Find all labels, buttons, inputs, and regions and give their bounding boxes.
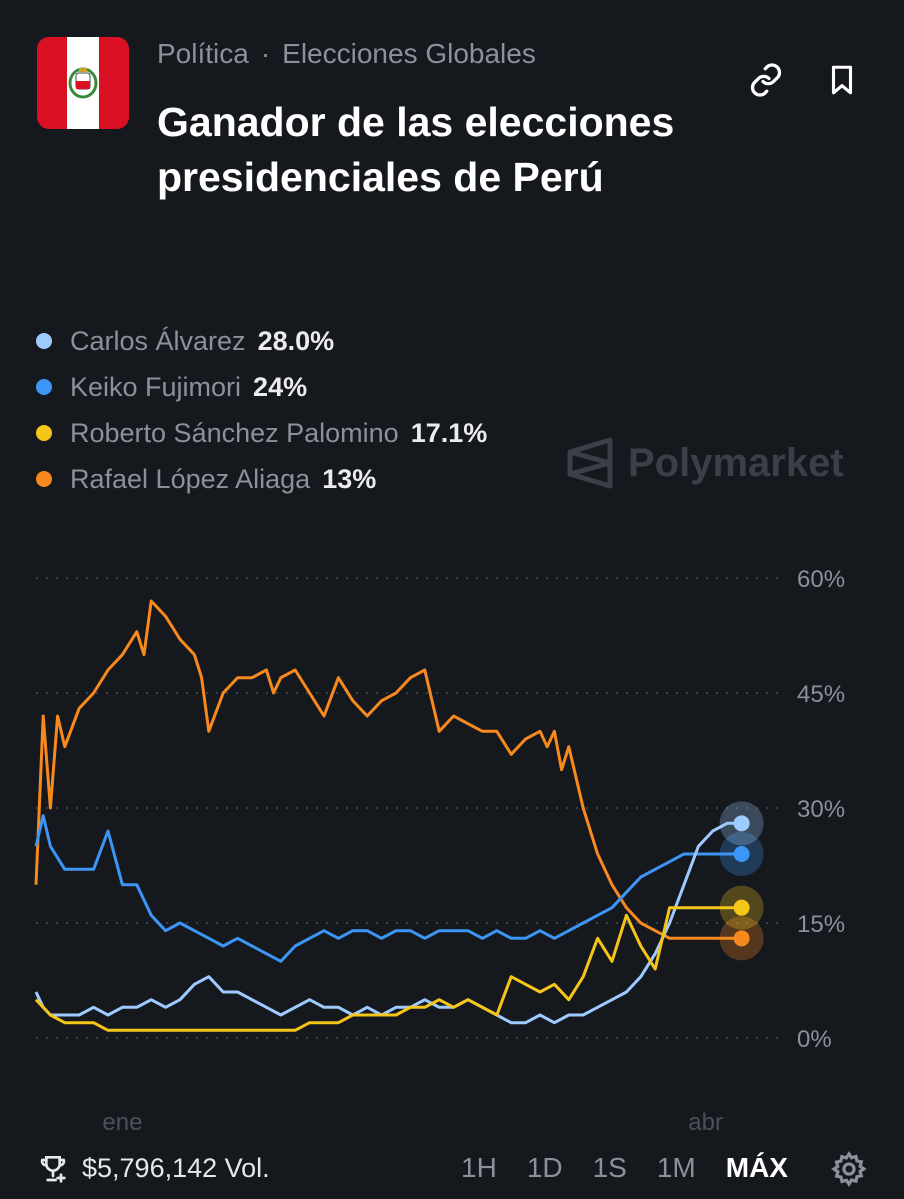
price-history-chart[interactable]: 60% 45% 30% 15% 0% ene abr bbox=[0, 555, 904, 1145]
range-max[interactable]: MÁX bbox=[725, 1152, 788, 1183]
legend-item-rafael-lopez[interactable]: Rafael López Aliaga 13% bbox=[36, 456, 487, 502]
copy-link-button[interactable] bbox=[744, 58, 788, 102]
chart-footer: $5,796,142 Vol. 1H 1D 1S 1M MÁX bbox=[36, 1146, 868, 1190]
polymarket-watermark: Polymarket bbox=[566, 436, 844, 490]
y-tick-label: 60% bbox=[797, 566, 845, 593]
x-tick-label: ene bbox=[102, 1109, 142, 1136]
series-end-point bbox=[733, 815, 750, 832]
peru-flag-logo bbox=[37, 37, 129, 129]
legend-item-keiko-fujimori[interactable]: Keiko Fujimori 24% bbox=[36, 364, 487, 410]
page-title: Ganador de las elecciones presidenciales… bbox=[157, 99, 675, 200]
range-1s[interactable]: 1S bbox=[592, 1152, 627, 1183]
series-line bbox=[34, 906, 742, 1032]
x-tick-label: abr bbox=[688, 1109, 723, 1136]
range-1m[interactable]: 1M bbox=[656, 1152, 696, 1183]
breadcrumb-subcategory[interactable]: Elecciones Globales bbox=[282, 38, 536, 69]
volume-text: $5,796,142 Vol. bbox=[82, 1152, 270, 1183]
chart-settings-button[interactable] bbox=[830, 1150, 868, 1193]
legend-dot bbox=[36, 425, 52, 441]
y-tick-label: 15% bbox=[797, 911, 845, 938]
polymarket-logo-icon bbox=[567, 437, 613, 489]
legend-name: Carlos Álvarez bbox=[70, 325, 246, 356]
series-end-point bbox=[733, 846, 750, 862]
chart-legend: Carlos Álvarez 28.0% Keiko Fujimori 24% … bbox=[36, 318, 487, 502]
legend-pct: 24% bbox=[253, 371, 308, 402]
legend-item-roberto-sanchez[interactable]: Roberto Sánchez Palomino 17.1% bbox=[36, 410, 487, 456]
trophy-icon bbox=[40, 1156, 66, 1183]
watermark-text: Polymarket bbox=[628, 440, 844, 485]
y-tick-label: 0% bbox=[797, 1026, 832, 1053]
series-end-point bbox=[733, 899, 750, 916]
legend-name: Keiko Fujimori bbox=[70, 371, 242, 402]
breadcrumb: Política · Elecciones Globales bbox=[157, 38, 536, 70]
time-range-selector: 1H 1D 1S 1M MÁX bbox=[431, 1152, 788, 1184]
legend-dot bbox=[36, 471, 52, 487]
legend-name: Roberto Sánchez Palomino bbox=[70, 417, 399, 448]
series-line bbox=[34, 821, 742, 1025]
series-line bbox=[34, 814, 742, 963]
volume: $5,796,142 Vol. bbox=[36, 1152, 270, 1184]
series-line bbox=[34, 599, 742, 940]
legend-item-carlos-alvarez[interactable]: Carlos Álvarez 28.0% bbox=[36, 318, 487, 364]
coat-of-arms-icon bbox=[68, 67, 98, 99]
series-end-point bbox=[733, 930, 750, 947]
gear-icon bbox=[831, 1151, 867, 1187]
legend-dot bbox=[36, 333, 52, 349]
legend-dot bbox=[36, 379, 52, 395]
range-1h[interactable]: 1H bbox=[461, 1152, 497, 1183]
y-tick-label: 45% bbox=[797, 681, 845, 708]
range-1d[interactable]: 1D bbox=[526, 1152, 563, 1183]
legend-name: Rafael López Aliaga bbox=[70, 463, 311, 494]
legend-pct: 13% bbox=[322, 463, 377, 494]
legend-pct: 17.1% bbox=[410, 417, 488, 448]
link-icon bbox=[750, 63, 782, 97]
legend-pct: 28.0% bbox=[257, 325, 335, 356]
breadcrumb-category[interactable]: Política bbox=[157, 38, 249, 69]
y-tick-label: 30% bbox=[797, 796, 845, 823]
breadcrumb-separator: · bbox=[260, 38, 271, 69]
bookmark-button[interactable] bbox=[820, 58, 864, 102]
bookmark-icon bbox=[831, 65, 853, 95]
